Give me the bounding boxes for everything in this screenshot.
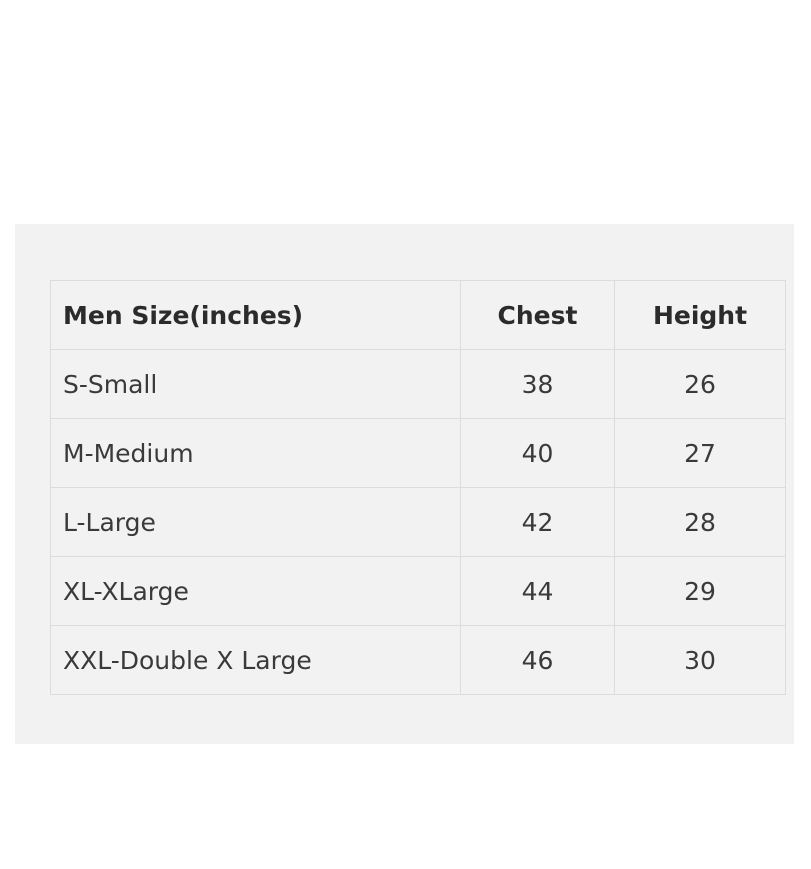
chest-cell: 38 bbox=[460, 349, 615, 419]
table-row: XXL-Double X Large 46 30 bbox=[50, 625, 786, 695]
height-cell: 30 bbox=[614, 625, 786, 695]
table-row: M-Medium 40 27 bbox=[50, 418, 786, 488]
height-cell: 26 bbox=[614, 349, 786, 419]
size-name-cell: L-Large bbox=[50, 487, 461, 557]
chest-cell: 46 bbox=[460, 625, 615, 695]
height-cell: 28 bbox=[614, 487, 786, 557]
header-height: Height bbox=[614, 280, 786, 350]
chest-cell: 42 bbox=[460, 487, 615, 557]
chest-cell: 40 bbox=[460, 418, 615, 488]
table-row: XL-XLarge 44 29 bbox=[50, 556, 786, 626]
header-men-size: Men Size(inches) bbox=[50, 280, 461, 350]
table-header-row: Men Size(inches) Chest Height bbox=[50, 280, 786, 350]
size-name-cell: XL-XLarge bbox=[50, 556, 461, 626]
height-cell: 27 bbox=[614, 418, 786, 488]
size-name-cell: S-Small bbox=[50, 349, 461, 419]
size-name-cell: XXL-Double X Large bbox=[50, 625, 461, 695]
size-name-cell: M-Medium bbox=[50, 418, 461, 488]
chest-cell: 44 bbox=[460, 556, 615, 626]
table-row: L-Large 42 28 bbox=[50, 487, 786, 557]
size-chart-table: Men Size(inches) Chest Height S-Small 38… bbox=[50, 280, 786, 695]
header-chest: Chest bbox=[460, 280, 615, 350]
height-cell: 29 bbox=[614, 556, 786, 626]
table-row: S-Small 38 26 bbox=[50, 349, 786, 419]
size-chart-panel: Men Size(inches) Chest Height S-Small 38… bbox=[15, 224, 794, 744]
